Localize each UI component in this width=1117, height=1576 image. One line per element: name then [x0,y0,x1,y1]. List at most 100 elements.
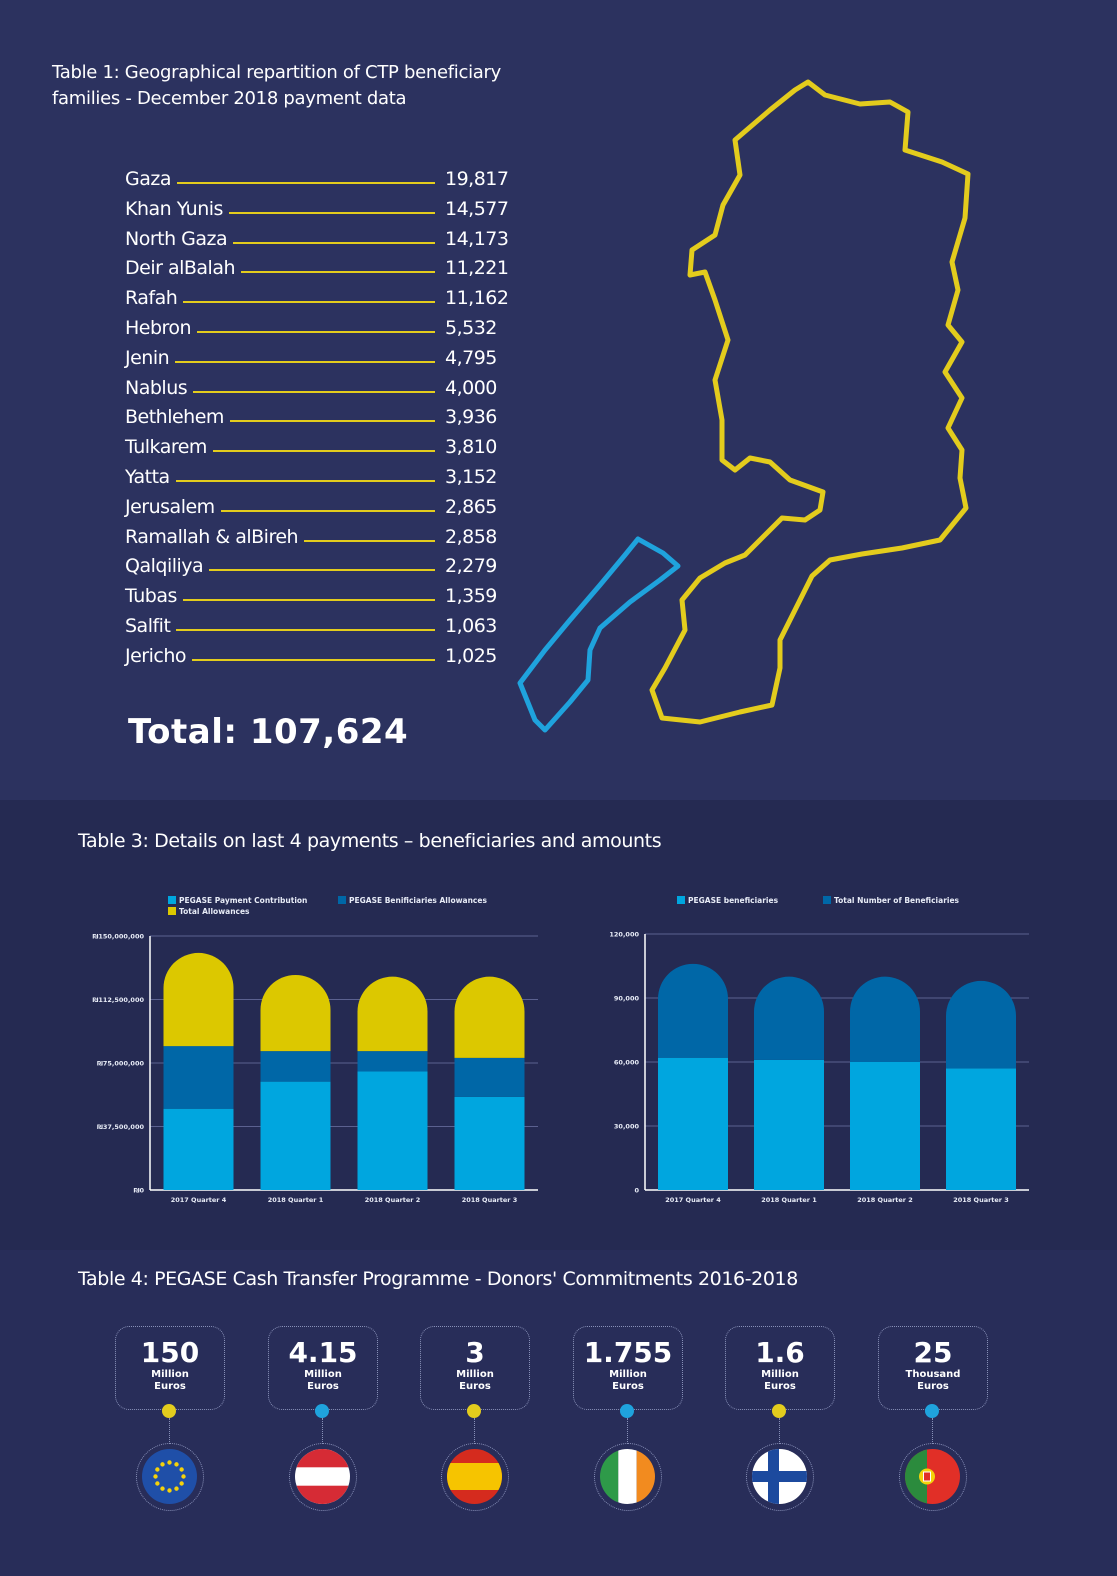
row-leader-line [228,211,435,214]
x-tick-label: 2017 Quarter 4 [665,1196,721,1204]
row-value: 19,817 [445,168,509,190]
donor-connector [169,1418,170,1444]
donor-amount-box: 3 Million Euros [420,1326,530,1410]
legend-swatch [168,907,176,915]
donor-unit-scale: Million [304,1369,342,1380]
donor-amount: 25 [913,1336,953,1369]
table1-row: Nablus 4,000 [125,377,525,407]
donor-connector [627,1418,628,1444]
row-leader-line [220,509,435,512]
table1-row: Hebron 5,532 [125,317,525,347]
table1-row: Jerusalem 2,865 [125,496,525,526]
row-value: 3,152 [445,466,497,488]
beneficiaries-chart: 0 30,000 60,000 90,000 120,000 PEGASE benefic… [565,888,1035,1218]
row-value: 4,000 [445,376,497,399]
spain-flag-icon [441,1443,509,1511]
bar-segment [754,1059,824,1190]
y-tick-label: ₪75,000,000 [97,1060,144,1068]
x-tick-label: 2017 Quarter 4 [171,1196,227,1204]
gaza-outline [517,536,681,733]
bar-segment [946,1068,1016,1190]
donor-item: 1.755 Million Euros [573,1326,683,1526]
y-tick-label: ₪0 [134,1187,145,1195]
donor-unit-currency: Euros [917,1381,949,1392]
donor-connector [779,1418,780,1444]
donor-dot [772,1404,786,1418]
row-leader-line [304,539,435,542]
donor-connector [322,1418,323,1444]
row-leader-line [241,271,435,274]
table1-row: Bethlehem 3,936 [125,406,525,436]
donor-unit-currency: Euros [459,1381,491,1392]
table3-section: Table 3: Details on last 4 payments – be… [0,800,1117,1250]
bar-segment [260,1081,331,1190]
donor-amount-box: 150 Million Euros [115,1326,225,1410]
row-leader-line [176,182,435,184]
bar-segment [946,980,1016,1069]
legend-label: Total Number of Beneficiaries [834,896,960,905]
row-value: 14,577 [445,197,509,220]
x-tick-label: 2018 Quarter 2 [857,1196,913,1204]
donor-connector [474,1418,475,1444]
austria-flag-svg [295,1449,350,1504]
donor-dot [620,1404,634,1418]
y-tick-label: ₪37,500,000 [97,1123,144,1131]
donor-dot [315,1404,329,1418]
table1-title: Table 1: Geographical repartition of CTP… [52,62,501,109]
row-leader-line [212,450,435,453]
bar-segment [850,1062,920,1190]
donor-amount-box: 1.755 Million Euros [573,1326,683,1410]
row-value: 3,936 [445,406,497,429]
donor-dot [162,1404,176,1418]
donor-unit-currency: Euros [612,1381,644,1392]
donor-unit-scale: Million [151,1369,189,1380]
table1-row: Yatta 3,152 [125,466,525,496]
bar-segment [163,1108,234,1190]
bar-segment [357,976,428,1052]
row-leader-line [182,599,435,602]
ireland-flag-svg [600,1449,655,1504]
x-tick-label: 2018 Quarter 2 [365,1196,421,1204]
bar-segment [454,1096,525,1190]
table1-row: Ramallah & alBireh 2,858 [125,526,525,556]
donor-amount: 1.6 [755,1336,805,1369]
bar-segment [754,976,824,1060]
bar-segment [357,1071,428,1190]
row-name: Gaza [125,168,171,190]
row-name: Ramallah & alBireh [125,525,299,548]
row-name: Qalqiliya [125,555,204,578]
table1-section: Table 1: Geographical repartition of CTP… [52,62,971,752]
donor-amount: 1.755 [583,1336,673,1369]
donor-unit-currency: Euros [307,1381,339,1392]
table1-row: North Gaza 14,173 [125,228,525,258]
donor-unit-scale: Million [609,1369,647,1380]
finland-flag-icon [746,1443,814,1511]
row-value: 2,858 [445,525,497,548]
row-name: Rafah [125,287,178,310]
west-bank-outline [649,79,971,725]
legend-label: PEGASE Payment Contribution [179,896,307,905]
row-name: Yatta [125,466,170,488]
legend-label: PEGASE Benificiaries Allowances [349,896,487,905]
row-value: 1,063 [445,615,497,637]
donor-item: 3 Million Euros [420,1326,530,1526]
bar-segment [260,974,331,1052]
donor-unit-scale: Thousand [905,1369,961,1380]
y-tick-label: ₪150,000,000 [92,933,144,941]
table1-row: Rafah 11,162 [125,287,525,317]
y-tick-label: 60,000 [614,1059,640,1067]
bar-segment [260,1051,331,1082]
donor-amount-box: 1.6 Million Euros [725,1326,835,1410]
legend-label: Total Allowances [179,907,250,916]
table1-row: Tubas 1,359 [125,585,525,615]
row-leader-line [229,420,435,423]
legend-swatch [338,896,346,904]
row-name: Jerusalem [125,495,215,518]
row-leader-line [176,629,435,631]
spain-flag-svg [447,1449,502,1504]
row-name: Jericho [125,644,187,667]
row-value: 11,162 [445,287,509,310]
x-tick-label: 2018 Quarter 1 [761,1196,817,1204]
donor-unit-currency: Euros [764,1381,796,1392]
row-value: 14,173 [445,227,509,250]
